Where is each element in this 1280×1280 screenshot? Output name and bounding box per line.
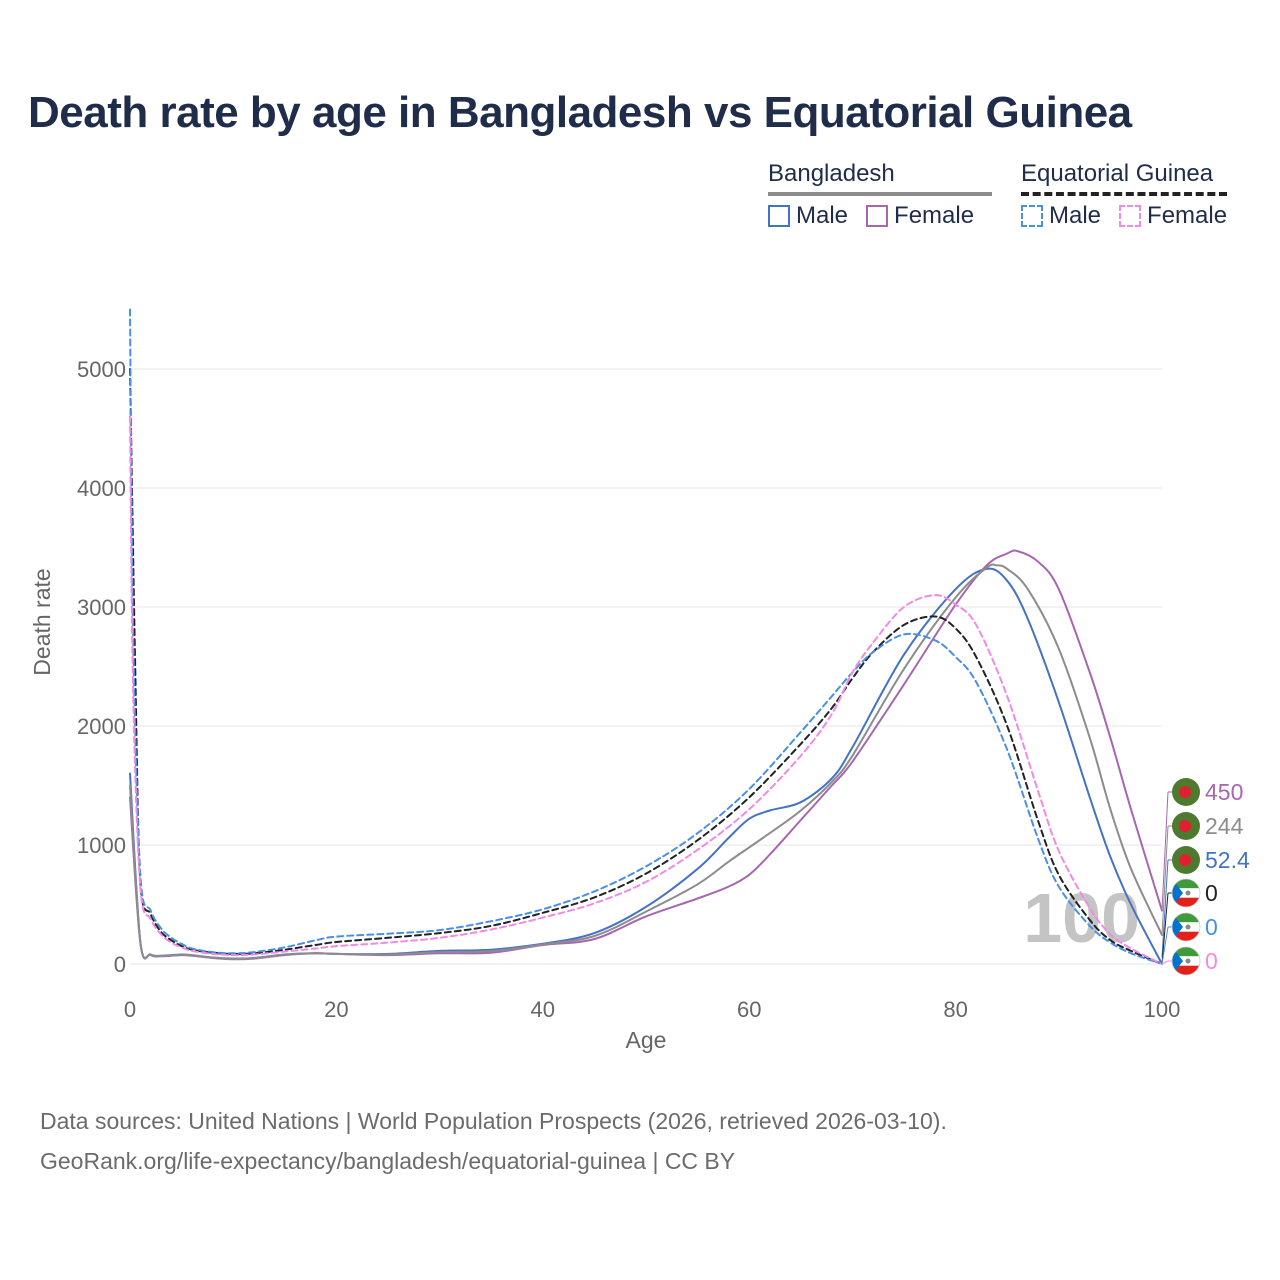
legend-label-bangladesh-male[interactable]: Male [796, 202, 849, 229]
legend-label-equatorial-guinea-female[interactable]: Female [1147, 202, 1228, 229]
flag-emblem [1185, 958, 1191, 964]
end-label-leader [1161, 825, 1169, 935]
end-label-value: 0 [1205, 948, 1218, 974]
end-label-value: 0 [1205, 914, 1218, 940]
legend-country-label: Bangladesh [768, 160, 895, 187]
x-tick-label-0: 0 [124, 997, 136, 1022]
series-line-bangladesh-female[interactable] [129, 549, 1163, 961]
series-line-bangladesh-male[interactable] [129, 567, 1163, 965]
legend-swatch-equatorial-guinea-female[interactable] [1119, 205, 1142, 227]
source-line-1: Data sources: United Nations | World Pop… [40, 1108, 947, 1134]
flag-triangle [1172, 879, 1183, 907]
flag-stripe-red [1172, 965, 1200, 975]
legend-equatorial-guinea[interactable]: Equatorial Guinea Male Female [1021, 160, 1228, 230]
flag-triangle [1172, 947, 1183, 975]
legend-swatch-bangladesh-female[interactable] [866, 205, 889, 227]
x-tick-label-100: 100 [1144, 997, 1181, 1022]
legend-country-bangladesh[interactable]: Bangladesh [768, 160, 993, 196]
equatorial-guinea-flag-icon [1171, 912, 1201, 942]
grid-lines [130, 368, 1162, 965]
legend-bangladesh[interactable]: Bangladesh Male Female [768, 160, 993, 230]
bangladesh-flag-icon [1172, 846, 1200, 874]
series-line-equatorial-guinea-male[interactable] [129, 308, 1163, 965]
flag-emblem [1185, 924, 1191, 930]
y-tick-label-0: 0 [114, 952, 126, 977]
source-line-2[interactable]: GeoRank.org/life-expectancy/bangladesh/e… [40, 1148, 736, 1174]
flag-stripe-red [1172, 931, 1200, 941]
legend-label-equatorial-guinea-male[interactable]: Male [1049, 202, 1102, 229]
y-tick-label-2000: 2000 [77, 714, 126, 739]
legend-country-equatorial-guinea[interactable]: Equatorial Guinea [1021, 160, 1228, 196]
flag-disc [1179, 820, 1191, 832]
end-label-leader [1161, 859, 1169, 958]
equatorial-guinea-flag-icon [1171, 878, 1201, 908]
end-label-leader [1161, 960, 1169, 965]
bangladesh-flag-icon [1172, 778, 1200, 806]
bangladesh-flag-icon [1172, 812, 1200, 840]
x-tick-label-40: 40 [531, 997, 555, 1022]
series-line-bangladesh-total[interactable] [129, 563, 1163, 961]
flag-disc [1179, 854, 1191, 866]
flag-stripe-green [1172, 913, 1200, 923]
legend-country-label: Equatorial Guinea [1021, 160, 1214, 187]
end-label-value: 450 [1205, 779, 1243, 805]
flag-disc [1179, 786, 1191, 798]
flag-triangle [1172, 913, 1183, 941]
flag-stripe-green [1172, 947, 1200, 957]
flag-outline [1171, 912, 1201, 942]
end-label-leader [1161, 926, 1169, 965]
end-label-leader [1161, 892, 1169, 965]
y-axis-label: Death rate [29, 568, 55, 675]
x-tick-label-60: 60 [737, 997, 761, 1022]
legend-swatch-equatorial-guinea-male[interactable] [1021, 205, 1043, 227]
flag-stripe-green [1172, 879, 1200, 889]
end-label-value: 244 [1205, 813, 1244, 839]
x-tick-label-80: 80 [943, 997, 967, 1022]
flag-outline [1171, 946, 1201, 976]
equatorial-guinea-flag-icon [1171, 946, 1201, 976]
series-line-equatorial-guinea-female[interactable] [129, 415, 1163, 965]
series-lines [129, 308, 1163, 965]
end-label-leader [1161, 791, 1169, 911]
x-axis-ticks: 0 20 40 60 80 100 [124, 997, 1180, 1022]
end-label-value: 52.4 [1205, 847, 1250, 873]
y-tick-label-1000: 1000 [77, 833, 126, 858]
y-axis-ticks: 0 1000 2000 3000 4000 5000 [77, 357, 126, 977]
flag-emblem [1185, 890, 1191, 896]
flag-outline [1171, 878, 1201, 908]
legend-swatch-bangladesh-male[interactable] [768, 205, 790, 227]
series-line-equatorial-guinea-total[interactable] [129, 368, 1163, 965]
chart-title: Death rate by age in Bangladesh vs Equat… [28, 88, 1132, 137]
end-labels: 450 244 52.4 0 0 0 [1161, 778, 1250, 976]
flag-stripe-red [1172, 897, 1200, 907]
end-label-value: 0 [1205, 880, 1218, 906]
y-tick-label-3000: 3000 [77, 595, 126, 620]
y-tick-label-4000: 4000 [77, 476, 126, 501]
legend-label-bangladesh-female[interactable]: Female [894, 202, 975, 229]
x-axis-label: Age [626, 1027, 667, 1053]
x-tick-label-20: 20 [324, 997, 348, 1022]
y-tick-label-5000: 5000 [77, 357, 126, 382]
